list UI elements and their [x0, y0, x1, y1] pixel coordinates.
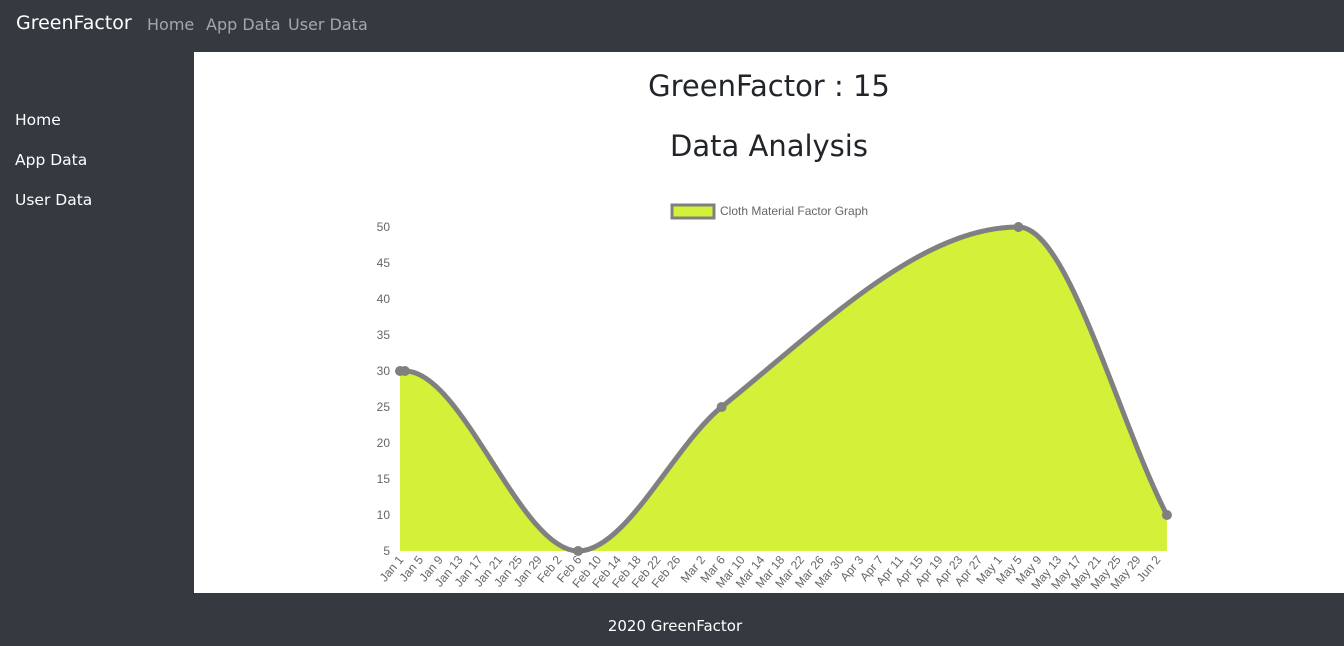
brand-link[interactable]: GreenFactor	[16, 12, 132, 34]
sidebar-item-user-data[interactable]: User Data	[15, 191, 93, 209]
y-tick-label: 5	[383, 544, 390, 558]
series-area	[400, 227, 1167, 551]
y-tick-label: 30	[377, 364, 391, 378]
data-point	[1161, 510, 1172, 520]
main-content: GreenFactor : 15 Data Analysis 5 10 15 20 25…	[194, 52, 1344, 593]
data-point	[573, 546, 584, 556]
x-tick-label: Jun 2	[1134, 553, 1164, 585]
y-tick-label: 50	[377, 220, 391, 234]
y-tick-label: 45	[377, 256, 391, 270]
top-navbar: GreenFactor Home App Data User Data	[0, 0, 1344, 52]
sidebar: Home App Data User Data	[0, 52, 194, 593]
y-tick-label: 10	[377, 508, 391, 522]
y-tick-label: 15	[377, 472, 391, 486]
footer-text: 2020 GreenFactor	[607, 617, 743, 635]
data-point	[716, 402, 727, 412]
nav-link-home[interactable]: Home	[147, 15, 195, 34]
y-tick-label: 35	[377, 328, 391, 342]
y-tick-label: 25	[377, 400, 391, 414]
nav-link-user-data[interactable]: User Data	[288, 15, 368, 34]
data-point	[1013, 222, 1024, 232]
data-point	[399, 366, 410, 376]
data-analysis-title: Data Analysis	[670, 129, 868, 163]
legend-swatch	[670, 203, 716, 220]
greenfactor-score-heading: GreenFactor : 15	[648, 69, 890, 103]
legend-label: Cloth Material Factor Graph	[720, 204, 868, 218]
nav-link-app-data[interactable]: App Data	[206, 15, 281, 34]
series-line	[397, 224, 1170, 554]
sidebar-item-app-data[interactable]: App Data	[15, 151, 88, 169]
sidebar-item-home[interactable]: Home	[15, 111, 61, 129]
y-tick-label: 40	[377, 292, 391, 306]
footer: 2020 GreenFactor	[0, 593, 1344, 646]
y-tick-label: 20	[377, 436, 391, 450]
